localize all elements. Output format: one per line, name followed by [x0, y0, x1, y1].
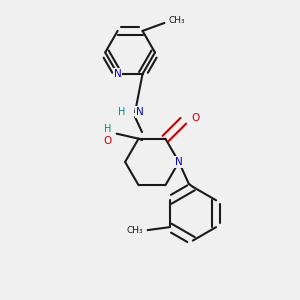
Text: H: H [104, 124, 111, 134]
Text: N: N [175, 157, 183, 167]
Text: N: N [114, 69, 122, 79]
Text: CH₃: CH₃ [126, 226, 143, 235]
Text: CH₃: CH₃ [168, 16, 185, 26]
Text: O: O [191, 113, 200, 123]
Text: H: H [118, 107, 126, 117]
Text: O: O [103, 136, 112, 146]
Text: N: N [136, 107, 144, 117]
